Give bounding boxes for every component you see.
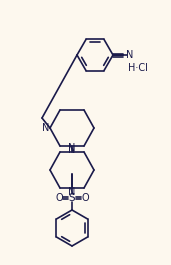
Text: N: N bbox=[68, 187, 76, 197]
Text: N: N bbox=[42, 123, 50, 133]
Text: N: N bbox=[68, 145, 76, 155]
Text: S: S bbox=[69, 193, 75, 203]
Text: N: N bbox=[126, 50, 134, 60]
Text: O: O bbox=[55, 193, 63, 203]
Text: H·Cl: H·Cl bbox=[128, 63, 148, 73]
Text: N: N bbox=[68, 143, 76, 153]
Text: O: O bbox=[81, 193, 89, 203]
